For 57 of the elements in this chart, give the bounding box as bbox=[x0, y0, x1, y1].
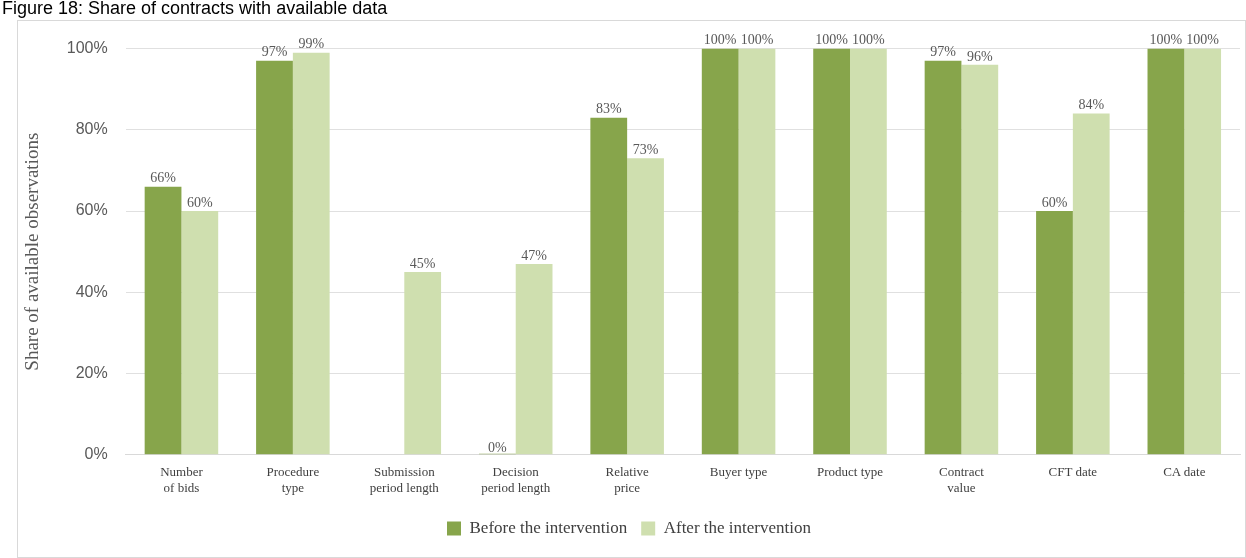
data-label: 83% bbox=[595, 101, 622, 117]
x-tick-label: Buyer type bbox=[709, 464, 768, 480]
data-label: 66% bbox=[150, 170, 177, 186]
x-tick-label: Submission period length bbox=[369, 464, 440, 495]
x-tick-label: Relative price bbox=[605, 464, 650, 495]
x-tick-label: Contract value bbox=[939, 464, 985, 495]
data-label: 99% bbox=[298, 36, 325, 52]
data-label: 97% bbox=[930, 44, 957, 60]
y-tick-label: 0% bbox=[84, 445, 108, 463]
bar bbox=[181, 211, 219, 455]
x-tick-label: CA date bbox=[1163, 464, 1206, 480]
bar bbox=[256, 60, 293, 455]
bar bbox=[292, 52, 330, 455]
data-label: 96% bbox=[966, 48, 993, 64]
legend-label: Before the intervention bbox=[469, 517, 628, 537]
data-label: 73% bbox=[632, 141, 659, 157]
y-tick-label: 60% bbox=[75, 201, 108, 219]
data-label: 100% bbox=[815, 32, 849, 48]
y-tick-label: 100% bbox=[66, 39, 108, 57]
bar bbox=[590, 117, 628, 455]
data-label: 84% bbox=[1078, 97, 1105, 113]
data-label: 0% bbox=[488, 440, 507, 456]
y-tick-label: 40% bbox=[75, 282, 108, 300]
data-label: 60% bbox=[186, 194, 213, 210]
x-tick-label: Product type bbox=[816, 464, 884, 480]
y-tick-label: 20% bbox=[75, 363, 108, 381]
bar bbox=[961, 64, 999, 455]
data-label: 100% bbox=[740, 32, 774, 48]
bar bbox=[850, 48, 887, 455]
data-label: 45% bbox=[409, 255, 436, 271]
x-tick-label: Number of bids bbox=[160, 464, 204, 495]
x-tick-label: Decision period length bbox=[481, 464, 551, 495]
data-label: 60% bbox=[1041, 194, 1068, 210]
data-label: 100% bbox=[1149, 32, 1183, 48]
data-label: 47% bbox=[521, 247, 548, 263]
data-label: 97% bbox=[261, 44, 288, 60]
bar bbox=[1072, 113, 1110, 455]
y-axis-title: Share of available observations bbox=[21, 132, 43, 371]
bar bbox=[144, 186, 182, 455]
bar bbox=[924, 60, 962, 455]
bar bbox=[1036, 211, 1073, 455]
chart-title: Figure 18: Share of contracts with available data bbox=[2, 0, 388, 19]
bar bbox=[627, 158, 664, 455]
bar bbox=[1147, 48, 1185, 455]
bar bbox=[813, 48, 850, 455]
x-tick-label: Procedure type bbox=[266, 464, 320, 495]
bar bbox=[738, 48, 776, 455]
legend-label: After the intervention bbox=[663, 517, 812, 537]
bar bbox=[515, 263, 553, 455]
x-tick-label: CFT date bbox=[1048, 464, 1098, 480]
bar bbox=[1184, 48, 1222, 455]
data-label: 100% bbox=[703, 32, 737, 48]
data-label: 100% bbox=[852, 32, 886, 48]
y-tick-label: 80% bbox=[75, 120, 108, 138]
data-label: 100% bbox=[1186, 32, 1220, 48]
bar bbox=[701, 48, 739, 455]
bar bbox=[404, 272, 442, 455]
